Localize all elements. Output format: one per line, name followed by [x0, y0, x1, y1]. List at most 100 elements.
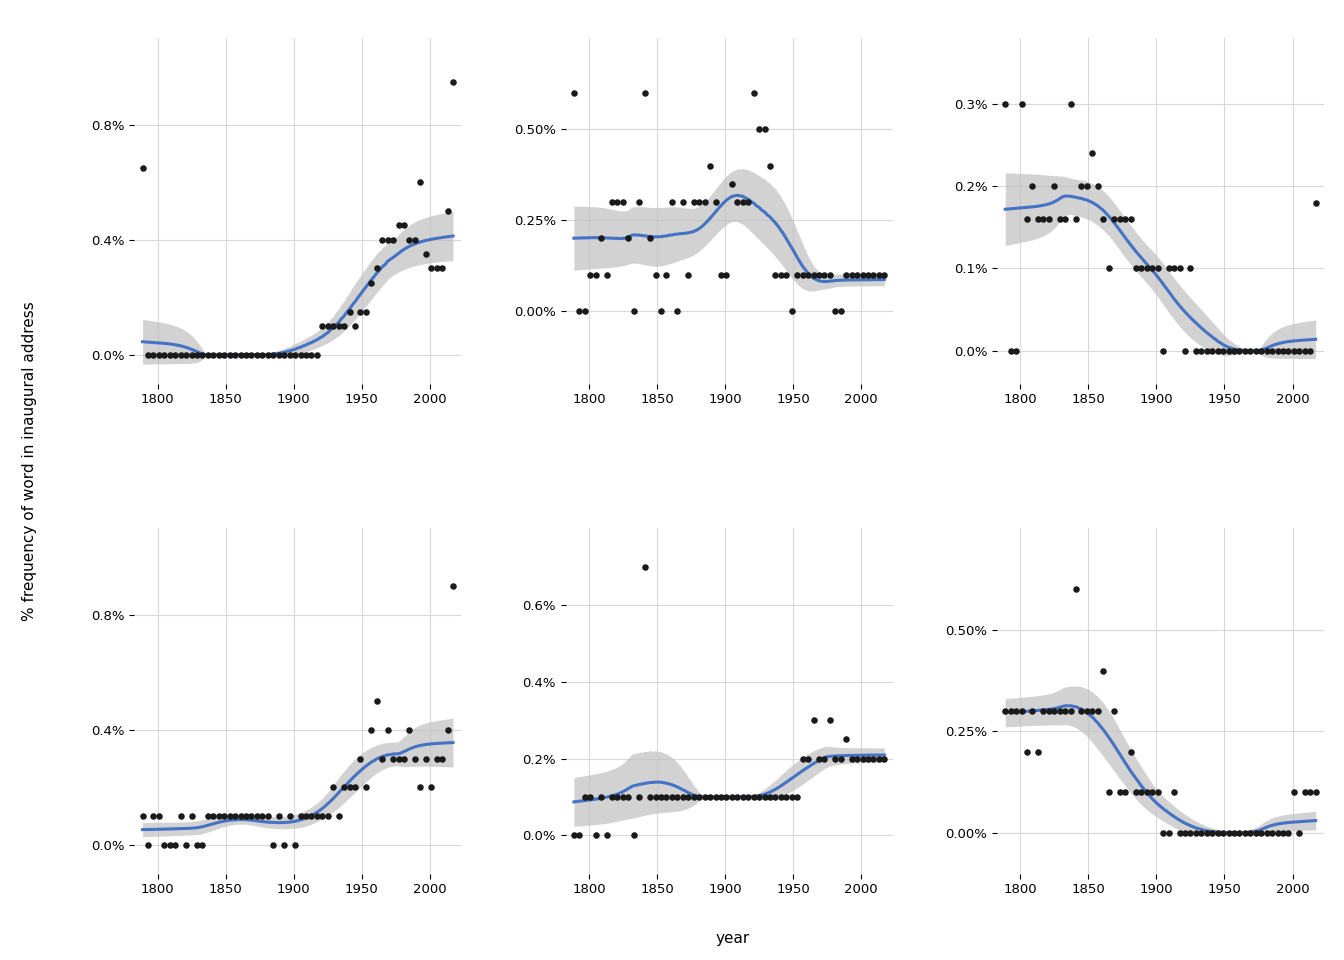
- Point: [1239, 826, 1261, 841]
- Point: [1278, 343, 1300, 358]
- Point: [415, 247, 437, 262]
- Point: [868, 267, 890, 282]
- Point: [142, 808, 164, 824]
- Point: [645, 789, 667, 804]
- Point: [355, 780, 376, 795]
- Point: [306, 348, 328, 363]
- Point: [661, 194, 683, 209]
- Point: [1234, 343, 1255, 358]
- Point: [1305, 195, 1327, 210]
- Point: [366, 261, 387, 276]
- Point: [667, 789, 688, 804]
- Point: [273, 837, 294, 852]
- Point: [722, 789, 743, 804]
- Point: [1000, 704, 1021, 719]
- Point: [754, 789, 775, 804]
- Point: [349, 751, 371, 766]
- Point: [601, 194, 622, 209]
- Point: [1043, 179, 1064, 194]
- Point: [841, 267, 863, 282]
- Point: [786, 267, 808, 282]
- Point: [1055, 704, 1077, 719]
- Point: [1005, 704, 1027, 719]
- Point: [802, 712, 824, 728]
- Point: [606, 789, 628, 804]
- Point: [770, 789, 792, 804]
- Point: [1125, 784, 1146, 800]
- Point: [1120, 211, 1141, 227]
- Point: [1245, 826, 1266, 841]
- Point: [852, 267, 874, 282]
- Point: [382, 751, 403, 766]
- Point: [749, 789, 770, 804]
- Point: [704, 194, 726, 209]
- Point: [290, 348, 312, 363]
- Point: [650, 789, 672, 804]
- Point: [710, 789, 731, 804]
- Point: [1016, 744, 1038, 759]
- Point: [1077, 179, 1098, 194]
- Point: [1262, 343, 1284, 358]
- Point: [1255, 826, 1277, 841]
- Point: [339, 780, 360, 795]
- Point: [148, 348, 169, 363]
- Point: [1048, 704, 1070, 719]
- Point: [1175, 826, 1196, 841]
- Point: [995, 704, 1016, 719]
- Point: [1066, 211, 1087, 227]
- Point: [995, 96, 1016, 111]
- Point: [595, 267, 617, 282]
- Point: [775, 267, 797, 282]
- Point: [1021, 179, 1043, 194]
- Point: [344, 780, 366, 795]
- Point: [339, 304, 360, 320]
- Point: [278, 348, 300, 363]
- Point: [360, 276, 382, 291]
- Point: [836, 267, 857, 282]
- Point: [328, 319, 349, 334]
- Point: [1005, 343, 1027, 358]
- Point: [585, 828, 606, 843]
- Point: [727, 789, 749, 804]
- Point: [743, 789, 765, 804]
- Point: [132, 160, 153, 176]
- Point: [754, 122, 775, 137]
- Point: [1175, 343, 1196, 358]
- Point: [203, 808, 224, 824]
- Point: [1250, 343, 1271, 358]
- Point: [312, 808, 333, 824]
- Point: [1159, 261, 1180, 276]
- Point: [164, 348, 185, 363]
- Point: [431, 751, 453, 766]
- Point: [1202, 343, 1223, 358]
- Point: [672, 194, 694, 209]
- Point: [640, 230, 661, 246]
- Point: [645, 267, 667, 282]
- Point: [1250, 826, 1271, 841]
- Point: [1273, 343, 1294, 358]
- Point: [333, 319, 355, 334]
- Point: [235, 808, 257, 824]
- Point: [1228, 343, 1250, 358]
- Point: [1066, 582, 1087, 597]
- Point: [1169, 261, 1191, 276]
- Point: [694, 194, 715, 209]
- Point: [1103, 211, 1125, 227]
- Point: [770, 267, 792, 282]
- Point: [569, 828, 590, 843]
- Point: [203, 348, 224, 363]
- Point: [301, 808, 323, 824]
- Point: [376, 232, 398, 248]
- Point: [355, 304, 376, 320]
- Point: [1038, 211, 1059, 227]
- Point: [1055, 211, 1077, 227]
- Point: [563, 85, 585, 101]
- Point: [1245, 343, 1266, 358]
- Point: [251, 808, 273, 824]
- Point: [148, 808, 169, 824]
- Point: [1191, 826, 1212, 841]
- Point: [797, 267, 818, 282]
- Point: [1262, 826, 1284, 841]
- Point: [1202, 826, 1223, 841]
- Point: [765, 789, 786, 804]
